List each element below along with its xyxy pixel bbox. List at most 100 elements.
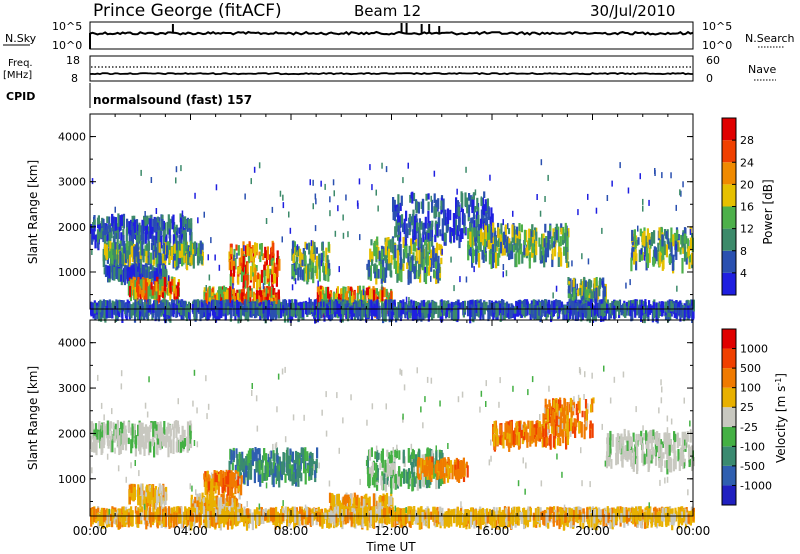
echo-cell [214, 254, 216, 261]
echo-cell [390, 478, 393, 494]
echo-cell [510, 241, 513, 253]
echo-cell [648, 247, 651, 263]
echo-cell [312, 253, 315, 263]
echo-cell [473, 266, 475, 273]
echo-cell [480, 196, 483, 203]
echo-cell [372, 301, 375, 312]
echo-cell [366, 303, 369, 318]
echo-cell [394, 306, 397, 319]
echo-cell [288, 211, 290, 218]
echo-cell [357, 285, 360, 295]
echo-cell [536, 305, 539, 320]
echo-cell [115, 306, 118, 316]
echo-cell [181, 425, 184, 436]
echo-cell [98, 301, 100, 307]
echo-cell [409, 260, 412, 271]
echo-cell [316, 286, 319, 294]
echo-cell [485, 247, 487, 253]
echo-cell [158, 234, 161, 243]
echo-cell [691, 299, 694, 306]
echo-cell [536, 194, 538, 200]
freq-unit-label: [MHz] [3, 70, 32, 81]
echo-cell [423, 306, 426, 314]
echo-cell [112, 422, 115, 430]
echo-cell [311, 268, 314, 279]
echo-cell [297, 473, 300, 487]
echo-cell [153, 245, 156, 253]
echo-cell [687, 305, 690, 319]
echo-cell [281, 236, 283, 243]
echo-cell [133, 246, 136, 260]
echo-cell [205, 477, 208, 489]
echo-cell [470, 304, 473, 318]
echo-cell [150, 243, 153, 251]
echo-cell [588, 278, 591, 293]
echo-cell [398, 237, 401, 252]
echo-cell [555, 299, 558, 307]
echo-cell [110, 248, 113, 259]
echo-cell [145, 485, 148, 493]
echo-cell [391, 238, 394, 254]
echo-cell [600, 304, 603, 316]
echo-cell [476, 207, 479, 215]
echo-cell [542, 300, 545, 311]
echo-cell [190, 223, 193, 230]
echo-cell [218, 307, 221, 320]
echo-cell [413, 225, 416, 241]
echo-cell [453, 285, 455, 292]
echo-cell [388, 292, 391, 301]
echo-cell [298, 452, 301, 464]
echo-cell [685, 256, 688, 265]
echo-cell [549, 225, 552, 232]
echo-cell [427, 201, 430, 211]
echo-cell [131, 485, 134, 501]
echo-cell [156, 439, 159, 456]
echo-cell [168, 275, 170, 282]
echo-cell [306, 451, 309, 462]
echo-cell [220, 477, 223, 487]
echo-cell [98, 231, 101, 240]
echo-cell [226, 299, 229, 306]
echo-cell [405, 210, 408, 222]
echo-cell [489, 302, 492, 314]
echo-cell [278, 299, 281, 309]
echo-cell [181, 251, 184, 267]
echo-cell [279, 190, 282, 197]
echo-cell [521, 251, 524, 264]
echo-cell [576, 283, 578, 290]
echo-cell [97, 423, 101, 430]
echo-cell [225, 469, 228, 482]
echo-cell [209, 494, 212, 503]
echo-cell [119, 442, 122, 455]
freq-panel-frame [89, 55, 694, 82]
echo-cell [381, 284, 383, 291]
echo-cell [679, 247, 682, 255]
echo-cell [104, 425, 107, 434]
echo-cell [415, 476, 418, 484]
echo-cell [169, 438, 172, 448]
echo-cell [208, 274, 211, 281]
echo-cell [206, 497, 209, 511]
echo-cell [137, 484, 140, 495]
echo-cell [334, 230, 337, 237]
echo-cell [113, 221, 116, 235]
echo-cell [368, 502, 371, 510]
echo-cell [119, 421, 123, 430]
echo-cell [504, 224, 507, 239]
echo-cell [456, 188, 458, 195]
echo-cell [679, 189, 681, 196]
echo-cell [375, 239, 378, 253]
echo-cell [323, 301, 325, 308]
echo-cell [642, 198, 644, 205]
echo-cell [329, 268, 331, 275]
echo-cell [220, 505, 223, 520]
echo-cell [109, 421, 112, 429]
echo-cell [222, 301, 225, 310]
echo-cell [237, 245, 240, 256]
echo-cell [124, 439, 128, 451]
echo-cell [230, 496, 233, 509]
echo-cell [140, 425, 143, 435]
echo-cell [546, 242, 550, 258]
echo-cell [547, 230, 550, 247]
echo-cell [212, 478, 215, 488]
